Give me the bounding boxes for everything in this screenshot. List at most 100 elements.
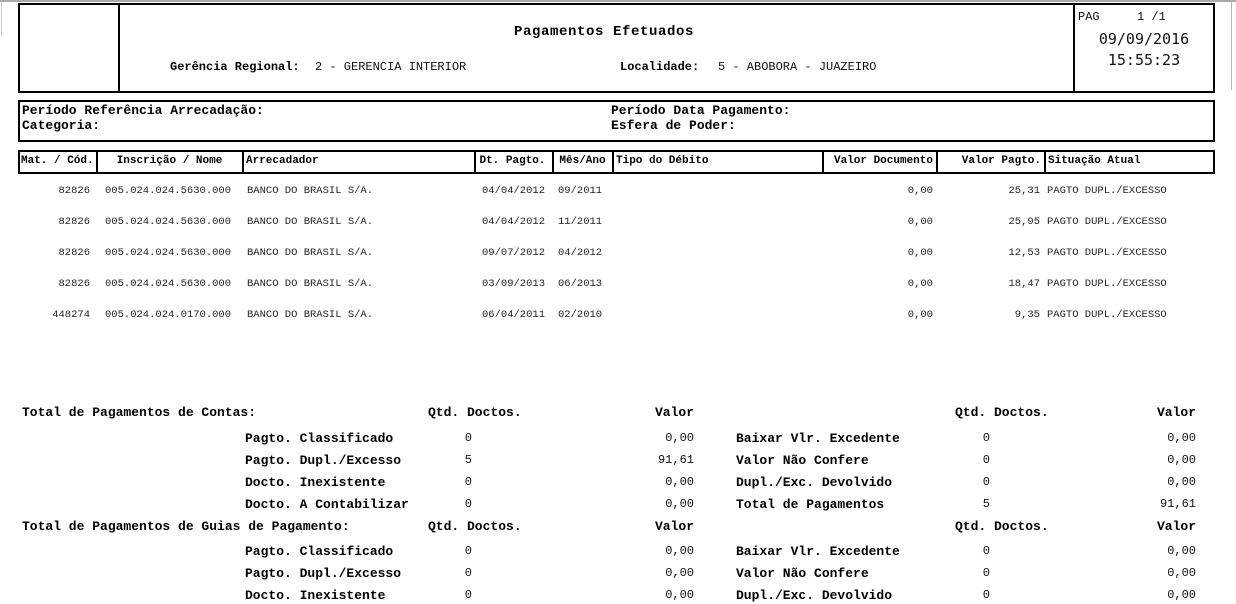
- cell-inscricao: 005.024.024.0170.000: [105, 309, 232, 321]
- report-header-box: [18, 3, 1215, 93]
- totals-row: Pagto. Classificado 0 0,00 Baixar Vlr. E…: [0, 431, 1236, 446]
- total-label: Pagto. Classificado: [245, 431, 394, 446]
- valor-header: Valor: [1156, 405, 1196, 420]
- cell-inscricao: 005.024.024.5630.000: [105, 216, 232, 228]
- localidade-label: Localidade:: [620, 60, 700, 74]
- total-qtd: 0: [464, 566, 472, 580]
- totals-contas-title: Total de Pagamentos de Contas:: [22, 405, 257, 420]
- total-label: Docto. Inexistente: [245, 588, 386, 603]
- table-row: 82826 005.024.024.5630.000 BANCO DO BRAS…: [0, 247, 1236, 261]
- col-header-inscricao-nome: Inscrição / Nome: [116, 155, 223, 167]
- divider: [552, 150, 554, 174]
- cell-valor-pagto: 18,47: [1008, 278, 1040, 290]
- qtd-doctos-header: Qtd. Doctos.: [428, 405, 522, 420]
- total-valor: 0,00: [1167, 475, 1196, 489]
- page-counter-label: PAG: [1078, 10, 1100, 24]
- window-top-edge: [0, 0, 1236, 2]
- total-qtd: 5: [464, 453, 472, 467]
- cell-mat-cod: 82826: [58, 278, 90, 290]
- totals-guias-title: Total de Pagamentos de Guias de Pagament…: [22, 519, 350, 534]
- total-label: Pagto. Classificado: [245, 544, 394, 559]
- cell-mes-ano: 09/2011: [558, 185, 603, 197]
- gerencia-value: 2 - GERENCIA INTERIOR: [315, 60, 467, 74]
- total-label: Pagto. Dupl./Excesso: [245, 453, 402, 468]
- total-valor: 0,00: [1167, 566, 1196, 580]
- total-qtd: 0: [982, 431, 990, 445]
- total-valor: 0,00: [1167, 453, 1196, 467]
- qtd-doctos-header: Qtd. Doctos.: [955, 405, 1049, 420]
- total-qtd: 0: [464, 588, 472, 602]
- total-qtd: 0: [982, 566, 990, 580]
- total-valor: 0,00: [665, 566, 694, 580]
- cell-mat-cod: 448274: [52, 309, 90, 321]
- cell-mat-cod: 82826: [58, 216, 90, 228]
- totals-row: Pagto. Dupl./Excesso 0 0,00 Valor Não Co…: [0, 566, 1236, 581]
- cell-dt-pagto: 03/09/2013: [481, 278, 545, 290]
- cell-valor-documento: 0,00: [907, 309, 933, 321]
- report-date: 09/09/2016: [1098, 30, 1190, 48]
- total-label: Dupl./Exc. Devolvido: [736, 475, 893, 490]
- divider: [118, 3, 120, 93]
- cell-valor-documento: 0,00: [907, 247, 933, 259]
- divider: [936, 150, 938, 174]
- total-valor: 0,00: [665, 431, 694, 445]
- total-label: Pagto. Dupl./Excesso: [245, 566, 402, 581]
- periodo-pagamento-label: Período Data Pagamento:: [611, 103, 791, 118]
- total-valor: 0,00: [1167, 431, 1196, 445]
- window-left-edge: [1, 2, 2, 36]
- table-row: 448274 005.024.024.0170.000 BANCO DO BRA…: [0, 309, 1236, 323]
- cell-valor-pagto: 25,31: [1008, 185, 1040, 197]
- divider: [822, 150, 824, 174]
- total-valor: 0,00: [1167, 544, 1196, 558]
- valor-header: Valor: [654, 519, 694, 534]
- cell-arrecadador: BANCO DO BRASIL S/A.: [247, 309, 374, 321]
- total-qtd: 0: [982, 453, 990, 467]
- total-qtd: 0: [464, 497, 472, 511]
- cell-valor-pagto: 12,53: [1008, 247, 1040, 259]
- report-time: 15:55:23: [1107, 51, 1181, 69]
- totals-row: Pagto. Dupl./Excesso 5 91,61 Valor Não C…: [0, 453, 1236, 468]
- valor-header: Valor: [654, 405, 694, 420]
- col-header-mes-ano: Mês/Ano: [559, 155, 606, 167]
- total-label: Valor Não Confere: [736, 566, 869, 581]
- col-header-valor-documento: Valor Documento: [833, 155, 933, 167]
- esfera-poder-label: Esfera de Poder:: [611, 118, 736, 133]
- cell-valor-pagto: 25,95: [1008, 216, 1040, 228]
- total-label: Dupl./Exc. Devolvido: [736, 588, 893, 603]
- gerencia-label: Gerência Regional:: [170, 60, 300, 74]
- divider: [1044, 150, 1046, 174]
- cell-inscricao: 005.024.024.5630.000: [105, 185, 232, 197]
- col-header-situacao-atual: Situação Atual: [1048, 155, 1141, 167]
- localidade-value: 5 - ABOBORA - JUAZEIRO: [718, 60, 877, 74]
- total-label: Baixar Vlr. Excedente: [736, 544, 900, 559]
- table-row: 82826 005.024.024.5630.000 BANCO DO BRAS…: [0, 278, 1236, 292]
- cell-dt-pagto: 04/04/2012: [481, 185, 545, 197]
- total-qtd: 0: [464, 475, 472, 489]
- total-label: Valor Não Confere: [736, 453, 869, 468]
- cell-situacao: PAGTO DUPL./EXCESSO: [1047, 185, 1167, 197]
- filter-box: [18, 100, 1215, 142]
- totals-row: Docto. Inexistente 0 0,00 Dupl./Exc. Dev…: [0, 475, 1236, 490]
- total-qtd: 0: [982, 475, 990, 489]
- cell-mat-cod: 82826: [58, 247, 90, 259]
- cell-valor-documento: 0,00: [907, 185, 933, 197]
- cell-arrecadador: BANCO DO BRASIL S/A.: [247, 278, 374, 290]
- total-valor: 0,00: [1167, 588, 1196, 602]
- total-qtd: 0: [464, 544, 472, 558]
- total-label: Total de Pagamentos: [736, 497, 885, 512]
- divider: [1073, 3, 1075, 93]
- cell-dt-pagto: 06/04/2011: [481, 309, 545, 321]
- total-valor: 0,00: [665, 588, 694, 602]
- total-label: Docto. A Contabilizar: [245, 497, 409, 512]
- cell-inscricao: 005.024.024.5630.000: [105, 247, 232, 259]
- total-label: Docto. Inexistente: [245, 475, 386, 490]
- cell-dt-pagto: 04/04/2012: [481, 216, 545, 228]
- totals-row: Pagto. Classificado 0 0,00 Baixar Vlr. E…: [0, 544, 1236, 559]
- qtd-doctos-header: Qtd. Doctos.: [428, 519, 522, 534]
- cell-valor-documento: 0,00: [907, 278, 933, 290]
- cell-mes-ano: 02/2010: [558, 309, 603, 321]
- cell-valor-pagto: 9,35: [1014, 309, 1040, 321]
- col-header-mat-cod: Mat. / Cód.: [21, 155, 94, 167]
- table-row: 82826 005.024.024.5630.000 BANCO DO BRAS…: [0, 185, 1236, 199]
